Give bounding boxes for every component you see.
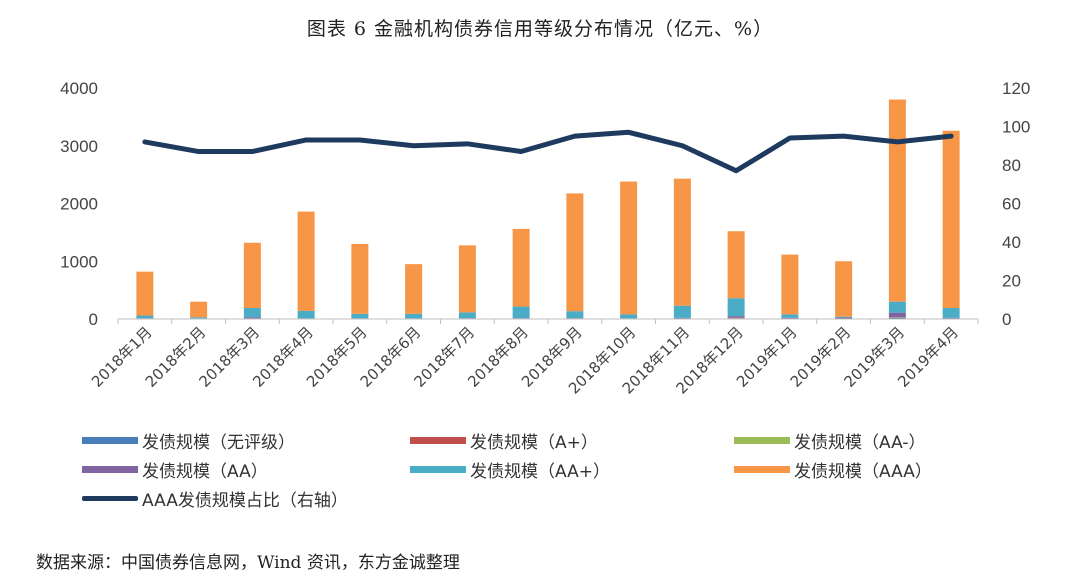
bar-segment-s5-c1 <box>190 301 208 318</box>
legend-label: 发债规模（无评级） <box>142 433 295 453</box>
legend-swatch <box>734 466 790 473</box>
legend-label: 发债规模（AA-） <box>794 433 926 453</box>
bar-segment-s4-c4 <box>351 313 369 319</box>
x-axis-ticks: 2018年1月2018年2月2018年3月2018年4月2018年5月2018年… <box>88 323 962 397</box>
bar-segment-s3-c15 <box>942 317 960 319</box>
legend-label: AAA发债规模占比（右轴） <box>142 491 348 511</box>
left-tick-label: 4000 <box>60 79 98 98</box>
chart-title: 图表 6 金融机构债券信用等级分布情况（亿元、%） <box>306 18 774 40</box>
line-series-0 <box>142 129 954 174</box>
legend-label: 发债规模（AAA） <box>794 462 932 482</box>
bar-segment-s0-c14 <box>888 317 906 319</box>
right-tick-label: 120 <box>1002 79 1030 98</box>
bar-segment-s4-c5 <box>405 313 423 319</box>
right-tick-label: 60 <box>1002 195 1021 214</box>
bar-segment-s4-c13 <box>835 316 853 318</box>
bar-segment-s5-c2 <box>243 242 261 309</box>
right-tick-label: 0 <box>1002 310 1011 329</box>
left-axis-ticks: 0 1000 2000 3000 4000 <box>60 79 98 329</box>
bar-segment-s4-c15 <box>942 308 960 318</box>
bar-segment-s5-c8 <box>566 193 584 312</box>
legend-item-4: 发债规模（AA+） <box>410 457 610 482</box>
legend-swatch <box>734 437 790 444</box>
bar-segment-s5-c6 <box>458 245 476 313</box>
bar-segment-s5-c12 <box>781 254 799 315</box>
bar-segment-s4-c3 <box>297 310 315 319</box>
legend-swatch <box>410 466 466 473</box>
legend-label: 发债规模（A+） <box>470 433 598 453</box>
left-tick-label: 1000 <box>60 252 98 271</box>
right-tick-label: 80 <box>1002 156 1021 175</box>
legend-item-0: 发债规模（无评级） <box>82 428 295 453</box>
line-layer <box>142 129 954 174</box>
bar-segment-s5-c10 <box>673 178 691 306</box>
legend-label: 发债规模（AA） <box>142 462 268 482</box>
left-tick-label: 3000 <box>60 137 98 156</box>
bar-segment-s5-c15 <box>942 130 960 309</box>
bar-segment-s4-c7 <box>512 306 530 319</box>
legend-item-3: 发债规模（AA） <box>82 457 268 482</box>
axis-layer <box>117 318 979 324</box>
bar-segment-s4-c6 <box>458 312 476 319</box>
bar-segment-s4-c9 <box>620 314 638 319</box>
bar-segment-s5-c14 <box>888 99 906 302</box>
bar-segment-s4-c12 <box>781 314 799 318</box>
bar-segment-s4-c14 <box>888 301 906 313</box>
legend-item-2: 发债规模（AA-） <box>734 428 926 453</box>
legend-label: 发债规模（AA+） <box>470 462 610 482</box>
legend-swatch <box>82 496 138 501</box>
left-tick-label: 0 <box>89 310 98 329</box>
bar-segment-s4-c1 <box>190 317 208 319</box>
bar-segment-s3-c11 <box>727 316 745 318</box>
right-tick-label: 100 <box>1002 118 1030 137</box>
bar-segment-s4-c0 <box>136 315 154 319</box>
bar-segment-s5-c0 <box>136 271 154 316</box>
right-tick-label: 40 <box>1002 233 1021 252</box>
bar-segment-s5-c7 <box>512 228 530 307</box>
bar-segment-s4-c8 <box>566 311 584 319</box>
legend-item-5: 发债规模（AAA） <box>734 457 932 482</box>
legend-swatch <box>410 437 466 444</box>
bar-segment-s5-c5 <box>405 264 423 314</box>
legend-item-6: AAA发债规模占比（右轴） <box>82 486 348 511</box>
legend-swatch <box>82 466 138 473</box>
legend-item-1: 发债规模（A+） <box>410 428 598 453</box>
bar-segment-s4-c11 <box>727 298 745 317</box>
bar-segment-s3-c13 <box>835 317 853 319</box>
bar-segment-s3-c12 <box>781 317 799 319</box>
bar-segment-s3-c14 <box>888 312 906 318</box>
legend-swatch <box>82 437 138 444</box>
bar-segment-s5-c4 <box>351 243 369 314</box>
bar-segment-s5-c13 <box>835 261 853 317</box>
bar-segment-s5-c3 <box>297 211 315 311</box>
bar-segment-s5-c9 <box>620 181 638 315</box>
left-tick-label: 2000 <box>60 195 98 214</box>
bar-segment-s5-c11 <box>727 231 745 299</box>
bar-segment-s4-c2 <box>243 308 261 318</box>
bar-segment-s4-c10 <box>673 305 691 318</box>
bar-segment-s3-c10 <box>673 317 691 319</box>
data-source-note: 数据来源：中国债券信息网，Wind 资讯，东方金诚整理 <box>36 553 460 573</box>
bar-segment-s3-c2 <box>243 317 261 319</box>
right-tick-label: 20 <box>1002 272 1021 291</box>
right-axis-ticks: 0 20 40 60 80 100 120 <box>1002 79 1030 329</box>
bar-layer <box>136 99 960 319</box>
